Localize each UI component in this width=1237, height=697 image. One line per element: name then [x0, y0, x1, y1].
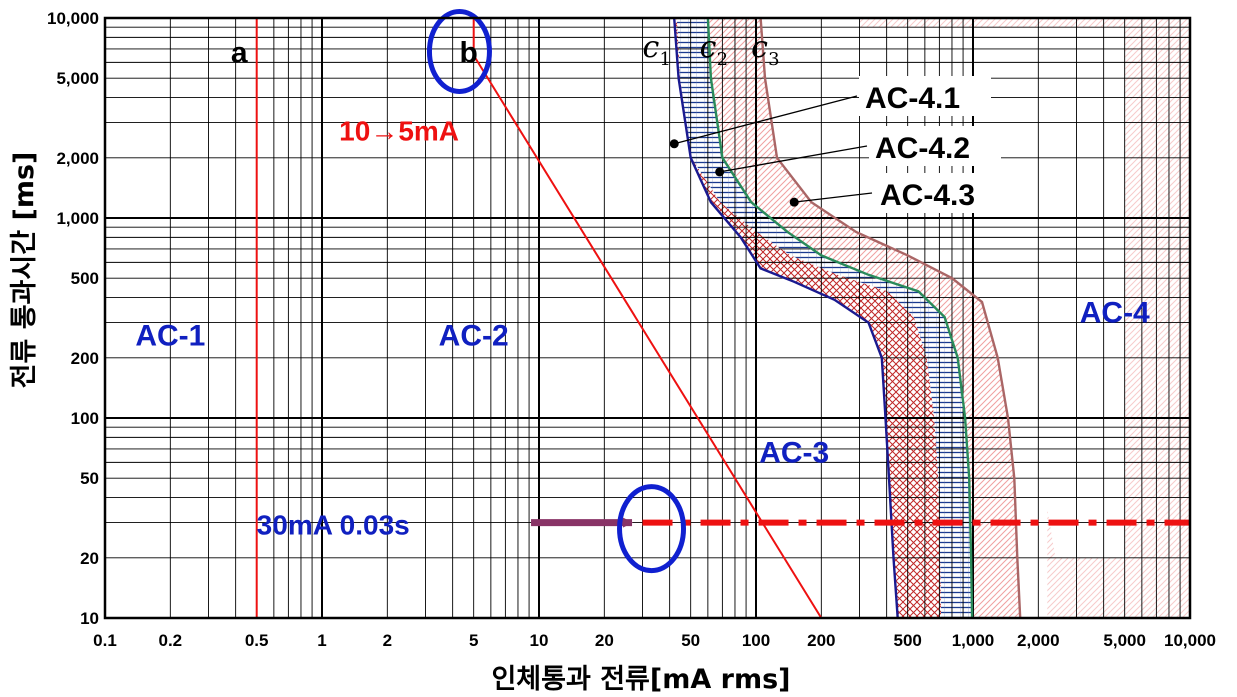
curve-subscript-c3: 3: [768, 49, 779, 70]
plot-frame: [103, 16, 1192, 620]
callout-leader: [674, 95, 858, 145]
y-tick-label: 200: [71, 349, 99, 368]
y-tick-label: 50: [80, 469, 99, 488]
callout-dot: [669, 139, 679, 149]
y-tick-label: 1,000: [56, 209, 99, 228]
subregion-label: AC-4.1: [865, 82, 960, 115]
x-tick-label: 0.1: [93, 631, 117, 650]
x-tick-label: 50: [681, 631, 700, 650]
annotation-30ma: 30mA 0.03s: [257, 510, 410, 541]
x-tick-label: 100: [742, 631, 770, 650]
y-axis-ticks: 10 20 50 100 200 500 1,000 2,000 5,000 10,000: [47, 9, 99, 628]
x-tick-label: 0.2: [159, 631, 183, 650]
annotation-threshold: 10→5mA: [339, 116, 459, 147]
region-ac-4-1: [674, 18, 973, 618]
callout-backing: [859, 76, 991, 116]
curve-label-c2: c: [700, 30, 717, 65]
boundary-b: [472, 18, 823, 619]
highlight-circle-30ma: [617, 484, 687, 574]
x-tick-label: 1,000: [952, 631, 995, 650]
callout-backing: [869, 126, 1001, 166]
boundary-c1: [673, 17, 899, 619]
y-tick-label: 100: [71, 409, 99, 428]
x-tick-label: 1: [317, 631, 326, 650]
x-axis-ticks: 0.1 0.2 0.5 1 2 5 10 20 50 100 200 500 1,000 2,000 5,0…: [93, 631, 1216, 650]
x-tick-label: 0.5: [245, 631, 269, 650]
curve-label-c3: c: [751, 30, 768, 65]
boundary-c2: [706, 17, 974, 619]
curve-label-c1: c: [643, 30, 660, 65]
chart-labels: a b c 1 c 2 c 3AC-1 AC-2AC-3AC-4AC-4.1AC-4.2AC-4…: [135, 30, 1150, 541]
subregion-label: AC-4.2: [875, 132, 970, 165]
x-tick-label: 5: [469, 631, 478, 650]
subregion-label: AC-4.3: [880, 179, 975, 212]
callout-backing: [874, 173, 1006, 213]
y-tick-label: 500: [71, 269, 99, 288]
x-tick-label: 2: [383, 631, 392, 650]
y-tick-label: 10,000: [47, 9, 99, 28]
x-tick-label: 500: [893, 631, 921, 650]
grid: [104, 17, 1191, 619]
x-tick-label: 200: [807, 631, 835, 650]
x-tick-label: 10,000: [1164, 631, 1216, 650]
region-label: AC-3: [759, 436, 829, 469]
callout-dot: [715, 167, 725, 177]
y-tick-label: 20: [80, 549, 99, 568]
y-axis-title: 전류 통과시간 [ms]: [9, 152, 40, 389]
region-label: AC-2: [439, 320, 509, 353]
region-label: AC-1: [135, 320, 205, 353]
x-tick-label: 10: [530, 631, 549, 650]
x-tick-label: 20: [595, 631, 614, 650]
curve-subscript-c2: 2: [717, 49, 728, 70]
curve-label-b: b: [459, 36, 477, 69]
region-label: AC-4: [1080, 297, 1150, 330]
curve-subscript-c1: 1: [660, 49, 671, 70]
callout-leader: [719, 145, 868, 173]
boundary-c3: [759, 17, 1022, 619]
callout-dot: [789, 197, 799, 207]
callout-leader: [794, 192, 873, 203]
y-tick-label: 10: [80, 609, 99, 628]
curve-label-a: a: [231, 36, 248, 69]
highlight-circle-b: [426, 8, 492, 94]
y-tick-label: 5,000: [56, 69, 99, 88]
y-tick-label: 2,000: [56, 149, 99, 168]
x-axis-title: 인체통과 전류[mA rms]: [491, 664, 790, 695]
boundary-curves: [255, 8, 1190, 619]
x-tick-label: 2,000: [1017, 631, 1060, 650]
x-tick-label: 5,000: [1103, 631, 1146, 650]
